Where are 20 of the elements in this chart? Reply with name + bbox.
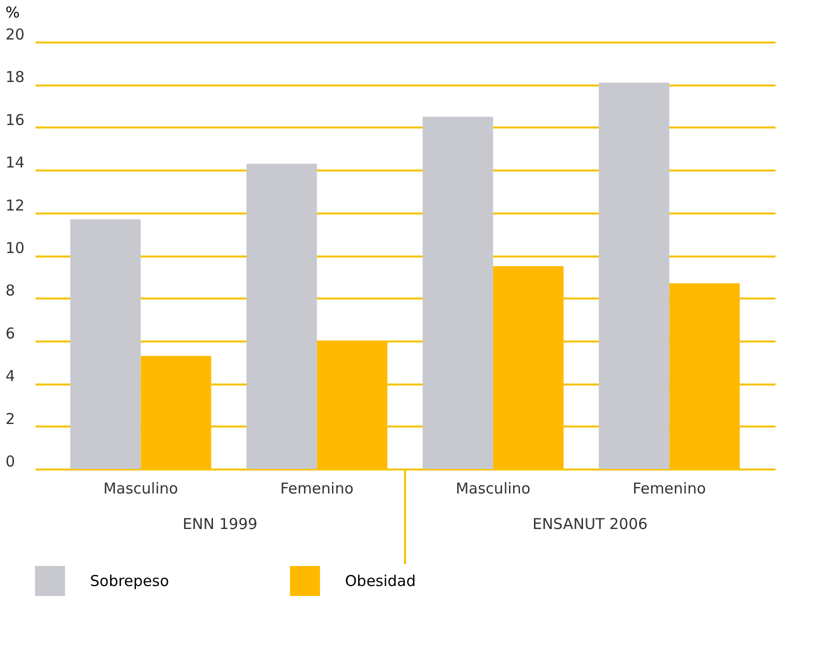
x-tick-label: Masculino xyxy=(103,480,178,498)
text: ENN 1999 xyxy=(182,515,258,533)
y-tick-label: 14 xyxy=(6,154,25,172)
y-tick-label: 0 xyxy=(6,452,16,470)
x-tick-label: Masculino xyxy=(456,480,530,498)
y-tick-label: 18 xyxy=(6,68,25,86)
y-tick-label: 8 xyxy=(6,282,16,300)
y-tick-label: 4 xyxy=(6,367,16,386)
legend-label: Sobrepeso xyxy=(90,572,170,590)
y-tick-label: 16 xyxy=(6,110,25,129)
y-tick-label: 6 xyxy=(6,324,16,342)
y-tick-label: 10 xyxy=(6,239,25,257)
x-tick-label: Femenino xyxy=(632,480,706,498)
legend-label: Obesidad xyxy=(345,572,416,590)
y-axis-title: % xyxy=(6,4,20,22)
y-tick-label: 2 xyxy=(6,410,16,428)
x-tick-label: Femenino xyxy=(280,480,354,498)
y-tick-label: 20 xyxy=(6,26,25,44)
y-tick-label: 12 xyxy=(6,196,25,214)
text: ENSANUT 2006 xyxy=(532,515,648,533)
